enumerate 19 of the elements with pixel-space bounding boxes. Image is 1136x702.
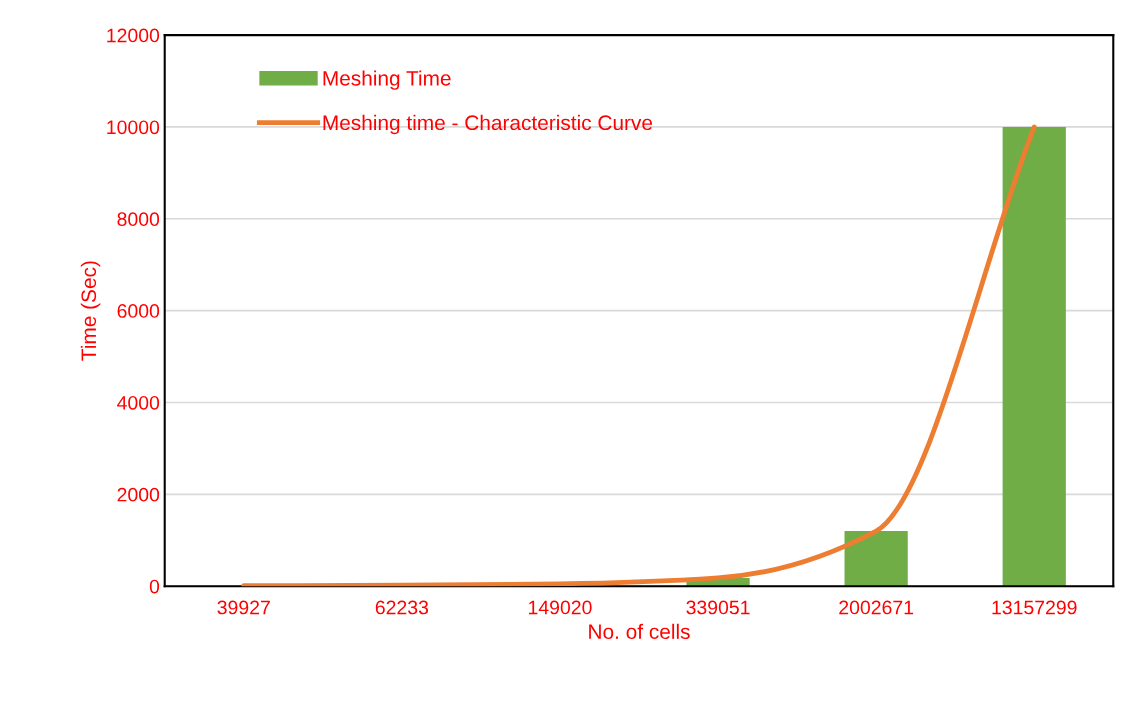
bar bbox=[1002, 126, 1066, 587]
x-tick-label: 149020 bbox=[529, 600, 592, 615]
legend-label: Meshing time - Characteristic Curve bbox=[323, 114, 653, 135]
y-tick-label: 4000 bbox=[117, 395, 160, 410]
bar bbox=[844, 531, 908, 587]
x-tick-label: 2002671 bbox=[839, 600, 914, 615]
x-tick-label: 339051 bbox=[686, 600, 750, 615]
legend-label: Meshing Time bbox=[323, 70, 451, 90]
y-tick-label: 10000 bbox=[107, 120, 160, 135]
x-axis-title: No. of cells bbox=[589, 623, 690, 640]
y-tick-label: 12000 bbox=[107, 28, 160, 43]
y-tick-label: 2000 bbox=[117, 487, 160, 502]
x-tick-label: 62233 bbox=[375, 600, 429, 615]
x-tick-label: 13157299 bbox=[992, 600, 1077, 615]
y-tick-label: 6000 bbox=[117, 304, 160, 318]
x-tick-label: 39927 bbox=[217, 600, 270, 615]
y-tick-label: 8000 bbox=[117, 212, 160, 227]
y-axis-title: Time (Sec) bbox=[80, 261, 101, 361]
y-tick-label: 0 bbox=[149, 579, 160, 594]
